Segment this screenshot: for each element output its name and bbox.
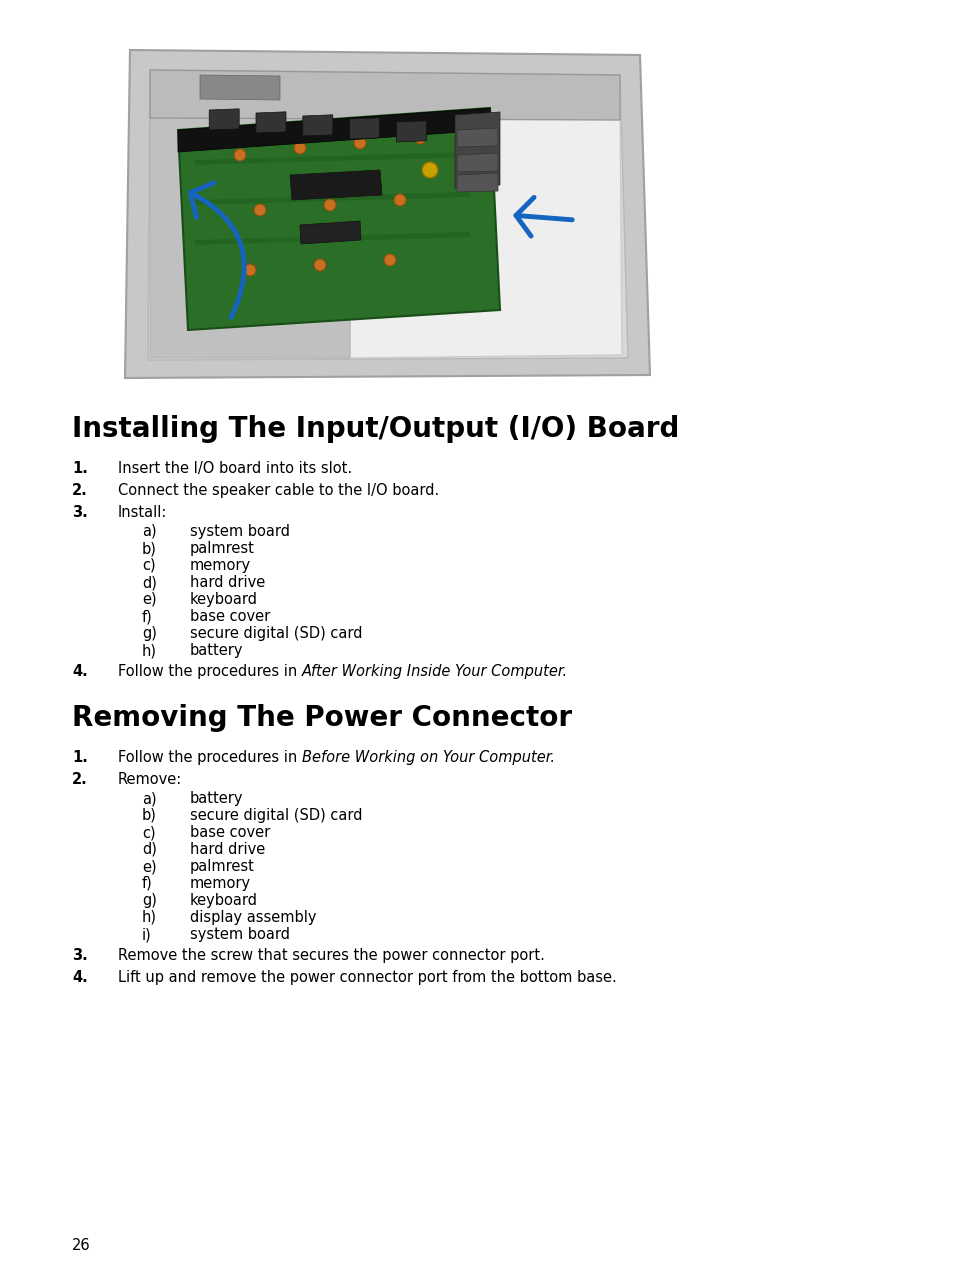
Text: a): a) [142,524,156,539]
Polygon shape [194,191,470,205]
Text: base cover: base cover [190,825,270,839]
Text: Installing The Input/Output (I/O) Board: Installing The Input/Output (I/O) Board [71,415,679,443]
FancyArrowPatch shape [516,198,572,236]
Text: f): f) [142,876,152,891]
Polygon shape [350,100,621,358]
FancyArrowPatch shape [191,183,244,317]
Polygon shape [194,152,470,165]
Text: a): a) [142,791,156,806]
Text: i): i) [142,927,152,942]
Polygon shape [148,70,627,360]
Polygon shape [290,170,381,200]
Text: secure digital (SD) card: secure digital (SD) card [190,626,362,642]
Text: system board: system board [190,927,290,942]
Text: battery: battery [190,791,243,806]
Polygon shape [299,221,360,243]
Text: g): g) [142,893,156,908]
Circle shape [354,137,366,150]
Polygon shape [349,118,379,139]
Text: Follow the procedures in: Follow the procedures in [118,749,301,765]
Text: Remove the screw that secures the power connector port.: Remove the screw that secures the power … [118,948,544,962]
Text: d): d) [142,574,156,590]
Circle shape [414,132,426,145]
Polygon shape [396,120,426,142]
Text: Connect the speaker cable to the I/O board.: Connect the speaker cable to the I/O boa… [118,483,438,498]
Bar [100,30,659,391]
Polygon shape [209,109,239,131]
Text: Lift up and remove the power connector port from the bottom base.: Lift up and remove the power connector p… [118,970,616,985]
Polygon shape [255,112,286,133]
Circle shape [253,204,266,216]
Circle shape [294,142,306,153]
Text: f): f) [142,609,152,624]
Text: Follow the procedures in: Follow the procedures in [118,664,301,678]
Text: 1.: 1. [71,462,88,476]
Polygon shape [178,108,490,152]
Polygon shape [194,232,470,245]
Text: system board: system board [190,524,290,539]
Text: b): b) [142,541,156,555]
Polygon shape [302,115,333,136]
Circle shape [314,259,326,271]
Text: memory: memory [190,876,251,891]
Circle shape [384,254,395,266]
Text: 4.: 4. [71,970,88,985]
Text: c): c) [142,825,155,839]
Text: 26: 26 [71,1238,91,1253]
Text: keyboard: keyboard [190,893,257,908]
Text: 2.: 2. [71,483,88,498]
Text: Install:: Install: [118,505,167,520]
Circle shape [324,199,335,210]
Text: display assembly: display assembly [190,910,316,924]
Text: h): h) [142,643,157,658]
Polygon shape [178,108,499,330]
Text: b): b) [142,808,156,823]
Text: d): d) [142,842,156,857]
Text: h): h) [142,910,157,924]
Text: e): e) [142,592,156,607]
Text: 1.: 1. [71,749,88,765]
Text: c): c) [142,558,155,573]
Circle shape [244,264,255,276]
Circle shape [421,162,437,178]
Text: e): e) [142,858,156,874]
Polygon shape [455,112,499,188]
Text: secure digital (SD) card: secure digital (SD) card [190,808,362,823]
Text: 3.: 3. [71,948,88,962]
Text: Before Working on Your Computer.: Before Working on Your Computer. [301,749,555,765]
Text: battery: battery [190,643,243,658]
Text: After Working Inside Your Computer.: After Working Inside Your Computer. [301,664,567,678]
Text: Remove:: Remove: [118,772,182,787]
Text: 3.: 3. [71,505,88,520]
Text: hard drive: hard drive [190,842,265,857]
Polygon shape [150,75,350,358]
Text: Insert the I/O board into its slot.: Insert the I/O board into its slot. [118,462,352,476]
Circle shape [233,150,246,161]
Polygon shape [456,153,497,172]
Text: g): g) [142,626,156,642]
Polygon shape [456,128,497,147]
Text: base cover: base cover [190,609,270,624]
Text: Removing The Power Connector: Removing The Power Connector [71,704,572,732]
Text: 4.: 4. [71,664,88,678]
Text: memory: memory [190,558,251,573]
Text: palmrest: palmrest [190,858,254,874]
Polygon shape [125,49,649,378]
Text: palmrest: palmrest [190,541,254,555]
Text: keyboard: keyboard [190,592,257,607]
Polygon shape [200,75,280,100]
Polygon shape [150,70,619,120]
Polygon shape [456,172,497,191]
Text: hard drive: hard drive [190,574,265,590]
Circle shape [394,194,406,205]
Text: 2.: 2. [71,772,88,787]
